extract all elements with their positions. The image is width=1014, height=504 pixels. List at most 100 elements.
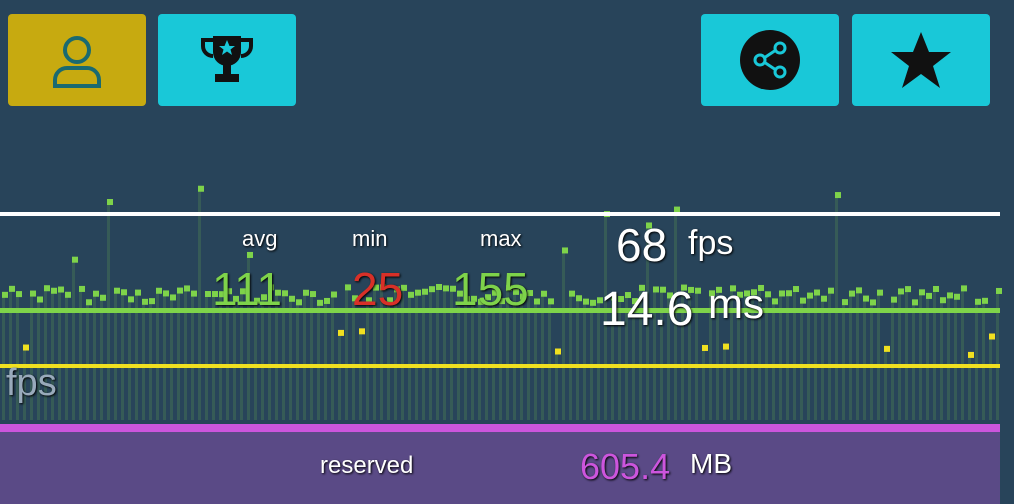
graph-point xyxy=(702,344,708,351)
graph-bar xyxy=(905,286,908,420)
graph-point xyxy=(317,299,323,306)
graph-bar xyxy=(184,285,187,420)
graph-point xyxy=(156,287,162,294)
graph-point xyxy=(163,290,169,297)
graph-point xyxy=(814,289,820,296)
graph-point xyxy=(275,289,281,296)
graph-point xyxy=(786,290,792,297)
graph-bar xyxy=(471,295,474,420)
graph-bar xyxy=(366,297,369,420)
share-button[interactable] xyxy=(701,14,839,106)
leaderboard-button[interactable] xyxy=(158,14,296,106)
graph-bar xyxy=(177,287,180,420)
graph-bar xyxy=(758,284,761,420)
graph-bar xyxy=(499,298,502,420)
graph-bar xyxy=(814,289,817,420)
graph-bar xyxy=(429,286,432,420)
graph-point xyxy=(37,296,43,303)
graph-bar xyxy=(345,284,348,420)
graph-point xyxy=(688,286,694,293)
graph-bar xyxy=(324,297,327,420)
graph-bar xyxy=(338,329,341,420)
profile-button[interactable] xyxy=(8,14,146,106)
graph-point xyxy=(408,291,414,298)
ms-unit: ms xyxy=(708,280,764,327)
graph-point xyxy=(338,329,344,336)
graph-bar xyxy=(653,286,656,420)
graph-bar xyxy=(863,295,866,420)
graph-bar xyxy=(674,206,677,420)
graph-point xyxy=(597,297,603,304)
graph-point xyxy=(506,285,512,292)
graph-point xyxy=(940,297,946,304)
graph-bar xyxy=(303,289,306,420)
graph-bar xyxy=(723,343,726,420)
graph-bar xyxy=(632,298,635,420)
graph-bar xyxy=(457,290,460,420)
graph-point xyxy=(170,294,176,301)
graph-point xyxy=(632,298,638,305)
graph-point xyxy=(646,222,652,229)
graph-bar xyxy=(9,285,12,420)
graph-point xyxy=(625,292,631,299)
graph-point xyxy=(429,286,435,293)
graph-point xyxy=(345,284,351,291)
graph-bar xyxy=(660,286,663,420)
graph-point xyxy=(373,284,379,291)
graph-point xyxy=(226,288,232,295)
graph-bar xyxy=(772,298,775,420)
graph-point xyxy=(982,297,988,304)
graph-point xyxy=(16,291,22,298)
graph-bar xyxy=(751,289,754,420)
graph-point xyxy=(821,295,827,302)
graph-point xyxy=(961,285,967,292)
graph-point xyxy=(954,293,960,300)
graph-bar xyxy=(65,291,68,420)
graph-bar xyxy=(30,290,33,420)
graph-bar xyxy=(569,290,572,420)
graph-bar xyxy=(730,285,733,420)
graph-bar xyxy=(849,290,852,420)
graph-point xyxy=(513,288,519,295)
warn-fps-line xyxy=(0,364,1000,368)
graph-point xyxy=(898,288,904,295)
graph-point xyxy=(380,284,386,291)
graph-bar xyxy=(310,291,313,420)
graph-bar xyxy=(100,294,103,420)
graph-point xyxy=(905,286,911,293)
graph-point xyxy=(933,285,939,292)
graph-bar xyxy=(373,284,376,420)
graph-bar xyxy=(317,299,320,420)
graph-point xyxy=(282,290,288,297)
graph-point xyxy=(835,192,841,199)
graph-bar xyxy=(163,290,166,420)
graph-point xyxy=(800,297,806,304)
graph-bar xyxy=(947,292,950,420)
graph-bar xyxy=(954,293,957,420)
min-label: min xyxy=(352,226,388,251)
graph-bar xyxy=(436,284,439,420)
graph-point xyxy=(975,298,981,305)
graph-bar xyxy=(534,298,537,420)
favorite-button[interactable] xyxy=(852,14,990,106)
graph-bar xyxy=(639,284,642,420)
graph-bar xyxy=(37,296,40,420)
graph-bar xyxy=(408,291,411,420)
graph-point xyxy=(716,286,722,293)
graph-bar xyxy=(401,284,404,420)
graph-bar xyxy=(940,297,943,420)
graph-bar xyxy=(135,289,138,420)
graph-bar xyxy=(562,247,565,420)
graph-bar xyxy=(51,287,54,420)
graph-bar xyxy=(541,290,544,420)
graph-point xyxy=(219,291,225,298)
graph-bar xyxy=(576,295,579,420)
graph-point xyxy=(254,297,260,304)
graph-point xyxy=(555,348,561,355)
fps-unit: fps xyxy=(688,224,734,262)
graph-point xyxy=(331,291,337,298)
graph-bar xyxy=(716,286,719,420)
graph-bar xyxy=(520,293,523,420)
graph-point xyxy=(191,290,197,297)
graph-bar xyxy=(58,286,61,420)
